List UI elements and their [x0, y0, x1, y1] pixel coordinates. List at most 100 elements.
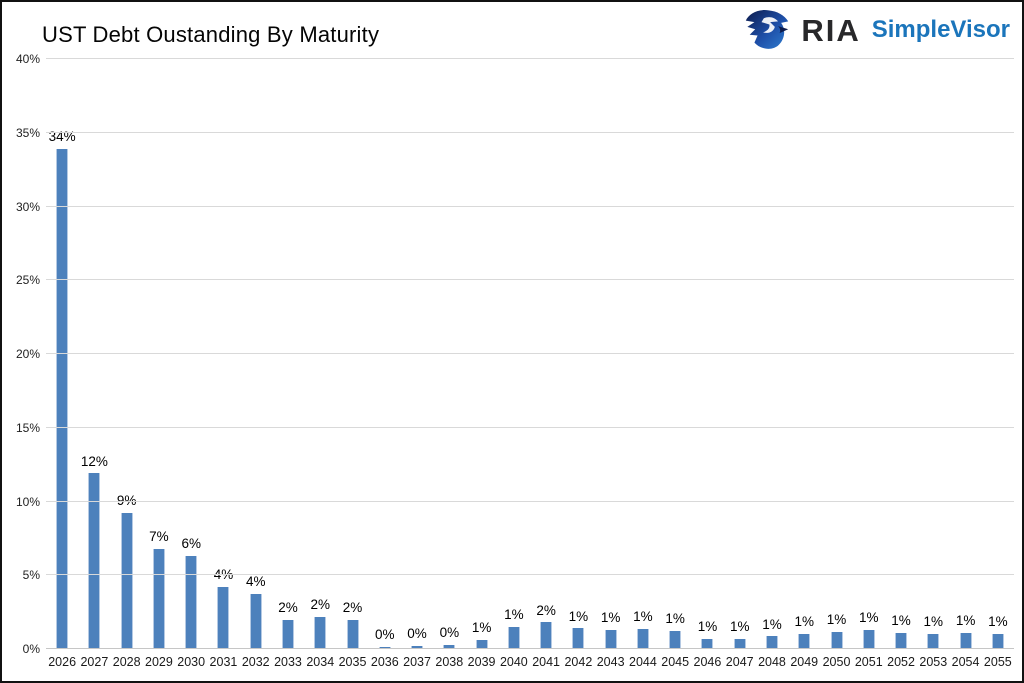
bar [927, 634, 940, 649]
x-tick-label: 2049 [790, 655, 819, 669]
bar [217, 587, 230, 649]
x-tick-label: 2035 [338, 655, 367, 669]
bar-value-label: 1% [891, 612, 911, 628]
x-tick-label: 2032 [241, 655, 270, 669]
x-tick-label: 2033 [274, 655, 302, 669]
bar-value-label: 4% [213, 567, 234, 583]
bar-value-label: 1% [762, 616, 782, 632]
bar-column: 1% [659, 59, 691, 649]
y-tick-label: 25% [15, 273, 40, 288]
bar-value-label: 4% [245, 573, 266, 589]
x-tick-label: 2041 [532, 655, 561, 669]
x-tick-label: 2029 [145, 655, 173, 669]
bar-column: 1% [691, 59, 723, 649]
y-tick-label: 40% [15, 52, 40, 66]
bar-value-label: 12% [80, 453, 108, 469]
x-tick-label: 2054 [951, 655, 980, 669]
bar [798, 634, 811, 649]
y-tick-label: 5% [22, 568, 40, 583]
bar-column: 2% [272, 59, 304, 649]
bar-value-label: 1% [729, 618, 750, 634]
bar-column: 1% [724, 59, 756, 649]
bar-chart: 34% 12% 9% 7% 6% 4% 4% 2% 2% 2% 0% 0% 0% 1% 1% 2% 1% 1% 1%… [46, 59, 1014, 649]
bar [669, 631, 682, 649]
bar [540, 622, 553, 649]
bar-column: 9% [111, 59, 143, 649]
x-tick-label: 2037 [403, 655, 431, 669]
bar-value-label: 2% [536, 602, 556, 618]
bar [346, 619, 359, 649]
bar [959, 632, 972, 649]
bar-column: 0% [369, 59, 401, 649]
bar-column: 34% [46, 59, 78, 649]
logo-text-simplevisor: SimpleVisor [871, 16, 1010, 43]
bar [120, 513, 133, 649]
bar [249, 593, 262, 649]
bar-value-label: 0% [439, 624, 460, 640]
x-tick-label: 2053 [919, 655, 948, 669]
y-tick-label: 30% [15, 199, 40, 214]
bar-column: 2% [304, 59, 336, 649]
x-axis: 2026 2027 2028 2029 2030 2031 2032 2033 2034 2035… [46, 655, 1014, 669]
plot-area: 34% 12% 9% 7% 6% 4% 4% 2% 2% 2% 0% 0% 0% 1% 1% 2% 1% 1% 1%… [46, 58, 1014, 649]
bar-value-label: 0% [407, 626, 427, 642]
gridline [46, 426, 1014, 428]
bar-value-label: 6% [181, 536, 201, 552]
x-tick-label: 2039 [467, 655, 496, 669]
bar [314, 616, 327, 649]
bar-value-label: 7% [149, 528, 169, 544]
bar [475, 640, 488, 649]
bar [411, 646, 424, 649]
x-tick-label: 2043 [596, 655, 625, 669]
bar [572, 628, 585, 649]
bar [733, 638, 746, 649]
bar-column: 1% [917, 59, 949, 649]
x-tick-label: 2050 [822, 655, 851, 669]
x-tick-label: 2052 [887, 655, 915, 669]
bar [185, 556, 198, 649]
x-tick-label: 2048 [758, 655, 786, 669]
bar [604, 629, 617, 649]
x-tick-label: 2034 [306, 655, 335, 669]
x-tick-label: 2042 [564, 655, 593, 669]
bar-value-label: 2% [278, 599, 298, 615]
x-tick-label: 2040 [499, 655, 528, 669]
x-tick-label: 2030 [177, 655, 206, 669]
x-tick-label: 2038 [435, 655, 464, 669]
x-tick-label: 2026 [48, 655, 77, 669]
bar-column: 1% [853, 59, 885, 649]
bar-value-label: 1% [471, 620, 492, 636]
bar-column: 1% [465, 59, 497, 649]
y-tick-label: 20% [15, 347, 40, 361]
bar-column: 2% [336, 59, 368, 649]
gridline [46, 574, 1014, 576]
bar-value-label: 0% [375, 626, 395, 642]
y-axis: 0% 5% 10% 15% 20% 25% 30% 35% 40% [8, 52, 40, 656]
bar-column: 1% [595, 59, 627, 649]
bar-value-label: 1% [697, 618, 718, 634]
x-tick-label: 2036 [370, 655, 399, 669]
bar-value-label: 1% [633, 609, 653, 625]
bar-column: 4% [207, 59, 239, 649]
bar-column: 1% [982, 59, 1014, 649]
bar-value-label: 2% [342, 599, 363, 615]
bar [281, 619, 294, 649]
bar-column: 1% [627, 59, 659, 649]
x-tick-label: 2046 [693, 655, 722, 669]
gridline [46, 131, 1014, 133]
x-tick-label: 2045 [661, 655, 690, 669]
bar [443, 644, 456, 649]
bar [895, 632, 908, 649]
bar-value-label: 1% [955, 612, 976, 628]
bar [636, 629, 649, 649]
bar-value-label: 1% [826, 612, 847, 628]
x-tick-label: 2051 [854, 655, 883, 669]
bar-column: 0% [401, 59, 433, 649]
bar [507, 626, 520, 649]
gridline [46, 58, 1014, 59]
bar [152, 548, 165, 649]
x-tick-label: 2055 [983, 655, 1012, 669]
chart-title: UST Debt Oustanding By Maturity [42, 22, 380, 47]
y-tick-label: 0% [22, 642, 40, 656]
